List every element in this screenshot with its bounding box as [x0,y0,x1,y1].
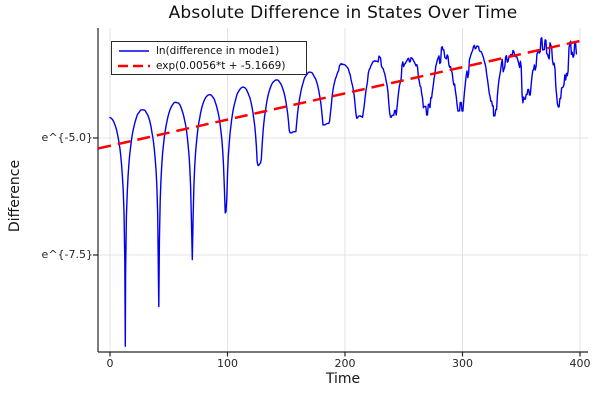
legend-entry-red: exp(0.0056*t + -5.1669) [117,58,301,73]
legend-entry-blue: ln(difference in mode1) [117,43,301,58]
y-tick-label: e^{-7.5} [41,248,93,261]
series-blue-curve [109,37,578,347]
x-tick-label: 0 [106,357,114,370]
legend-box: ln(difference in mode1) exp(0.0056*t + -… [111,41,307,75]
y-tick-label: e^{-5.0} [41,131,93,144]
blue-solid-line-sample-icon [119,49,149,52]
series-red-fit-line [97,38,587,150]
x-tick-label: 300 [452,357,473,370]
x-tick-label: 100 [217,357,238,370]
y-axis-label: Difference [7,159,23,233]
x-axis-label: Time [325,371,361,387]
red-dashed-line-sample-icon [118,64,150,67]
legend-label-red: exp(0.0056*t + -5.1669) [156,59,286,72]
chart-title: Absolute Difference in States Over Time [168,3,518,23]
legend-label-blue: ln(difference in mode1) [156,44,280,57]
x-tick-label: 400 [569,357,591,370]
x-tick-label: 200 [334,357,356,370]
